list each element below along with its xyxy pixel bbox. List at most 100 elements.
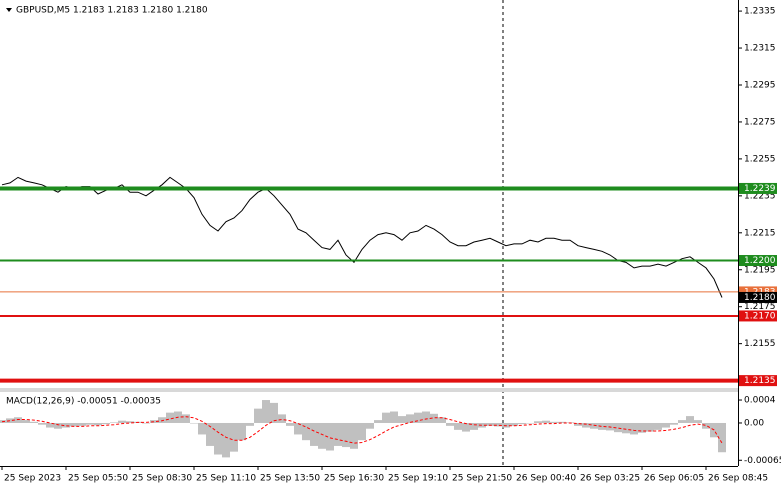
- macd-bar: [494, 422, 502, 427]
- macd-bar: [38, 422, 46, 425]
- macd-bar: [254, 408, 262, 423]
- macd-bar: [286, 422, 294, 426]
- macd-bar: [702, 422, 710, 429]
- macd-bar: [390, 411, 398, 423]
- macd-bar: [582, 422, 590, 428]
- macd-bar: [630, 422, 638, 435]
- macd-bar: [86, 422, 94, 425]
- macd-bar: [334, 422, 342, 446]
- level-label-bg: [739, 291, 777, 303]
- macd-bar: [230, 422, 238, 452]
- macd-bar: [382, 412, 390, 423]
- x-tick-label: 25 Sep 2023: [4, 474, 61, 484]
- macd-bar: [662, 422, 670, 428]
- level-label: 1.2170: [744, 311, 776, 321]
- macd-bar: [542, 420, 550, 423]
- macd-bar: [302, 422, 310, 441]
- macd-bar: [166, 412, 174, 423]
- y-tick-label: 0.0004: [744, 396, 776, 406]
- macd-bar: [110, 422, 118, 423]
- macd-bar: [598, 422, 606, 430]
- macd-bar: [246, 422, 254, 426]
- macd-bar: [318, 422, 326, 449]
- macd-bar: [398, 416, 406, 423]
- y-tick-label: 1.2295: [744, 80, 776, 90]
- macd-bar: [190, 422, 198, 424]
- macd-bar: [30, 421, 38, 423]
- macd-bar: [342, 422, 350, 448]
- macd-bar: [574, 422, 582, 426]
- x-tick-label: 25 Sep 05:50: [68, 474, 128, 484]
- y-tick-label: 1.2335: [744, 7, 776, 17]
- x-tick-label: 25 Sep 21:50: [452, 474, 512, 484]
- macd-bar: [678, 420, 686, 423]
- chart-title: GBPUSD,M5 1.2183 1.2183 1.2180 1.2180: [16, 6, 208, 16]
- macd-bar: [534, 421, 542, 423]
- macd-bar: [6, 418, 14, 423]
- macd-bar: [454, 422, 462, 430]
- macd-bar: [510, 422, 518, 426]
- macd-bar: [694, 420, 702, 423]
- macd-bar: [70, 422, 78, 427]
- macd-bar: [614, 422, 622, 433]
- y-tick-label: 1.2155: [744, 339, 776, 349]
- level-label: 1.2180: [744, 293, 776, 303]
- x-tick-label: 26 Sep 03:25: [580, 474, 640, 484]
- macd-bar: [366, 422, 374, 429]
- y-tick-label: 1.2215: [744, 228, 776, 238]
- macd-bar: [558, 421, 566, 423]
- macd-bar: [358, 422, 366, 441]
- macd-bar: [462, 422, 470, 432]
- macd-bar: [126, 421, 134, 423]
- macd-bar: [198, 422, 206, 435]
- macd-bar: [590, 422, 598, 429]
- y-tick-label: 1.2235: [744, 191, 776, 201]
- macd-bar: [102, 422, 110, 425]
- macd-bar: [430, 413, 438, 423]
- x-tick-label: 26 Sep 08:45: [708, 474, 768, 484]
- x-tick-label: 26 Sep 00:40: [516, 474, 576, 484]
- macd-bar: [22, 420, 30, 423]
- level-label-bg: [739, 182, 777, 194]
- macd-bar: [326, 422, 334, 451]
- macd-bar: [214, 422, 222, 455]
- macd-bar: [638, 422, 646, 433]
- x-tick-label: 26 Sep 06:05: [644, 474, 704, 484]
- macd-bar: [526, 422, 534, 424]
- macd-bar: [350, 422, 358, 449]
- macd-bar: [46, 422, 54, 428]
- macd-bar: [62, 422, 70, 428]
- level-label: 1.2239: [744, 184, 776, 194]
- macd-bar: [478, 422, 486, 428]
- level-label-bg: [739, 375, 777, 387]
- panel-separator: [0, 388, 738, 392]
- x-tick-label: 25 Sep 11:10: [196, 474, 256, 484]
- level-label-bg: [739, 255, 777, 267]
- indicator-title: MACD(12,26,9) -0.00051 -0.00035: [6, 397, 161, 407]
- macd-bar: [142, 422, 150, 424]
- macd-bar: [14, 417, 22, 423]
- title-arrow: [6, 8, 12, 12]
- macd-bar: [446, 422, 454, 426]
- macd-bar: [502, 422, 510, 428]
- level-label: 1.2200: [744, 256, 776, 266]
- macd-bar: [310, 422, 318, 446]
- macd-bar: [550, 421, 558, 423]
- macd-bar: [470, 422, 478, 430]
- macd-bar: [94, 422, 102, 426]
- level-label-bg: [739, 286, 777, 298]
- macd-bar: [422, 411, 430, 423]
- macd-bar: [238, 422, 246, 441]
- y-tick-label: -0.00065: [744, 456, 781, 466]
- macd-bar: [686, 416, 694, 423]
- macd-bar: [206, 422, 214, 446]
- macd-bar: [118, 420, 126, 423]
- x-tick-label: 25 Sep 13:50: [260, 474, 320, 484]
- macd-bar: [622, 422, 630, 434]
- macd-bar: [654, 422, 662, 430]
- macd-bar: [182, 414, 190, 423]
- macd-bar: [374, 420, 382, 423]
- macd-bar: [278, 414, 286, 423]
- macd-bar: [54, 422, 62, 429]
